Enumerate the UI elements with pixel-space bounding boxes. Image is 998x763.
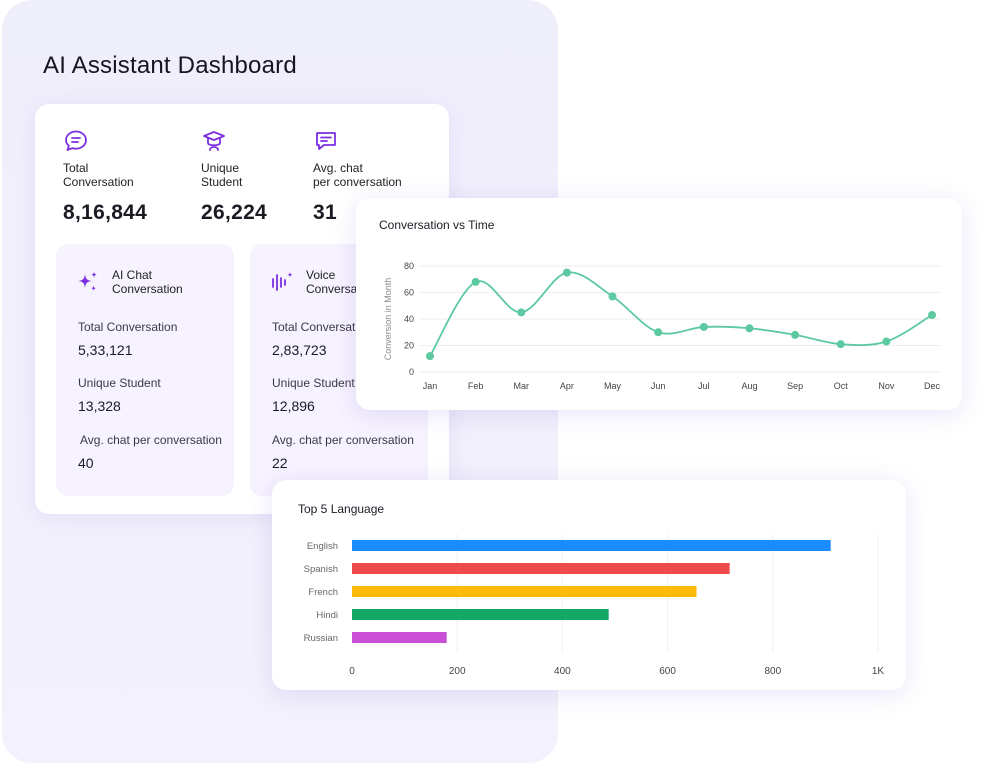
x-tick-label: 400 [554, 666, 571, 677]
y-tick-label: 80 [404, 261, 414, 271]
bar [352, 540, 831, 551]
category-label: French [308, 587, 338, 598]
data-point [608, 292, 617, 301]
bar [352, 632, 447, 643]
x-tick-label: Dec [924, 381, 941, 391]
data-point [745, 324, 754, 333]
x-tick-label: 800 [764, 666, 781, 677]
stat-value: 26,224 [201, 201, 268, 224]
x-tick-label: May [604, 381, 622, 391]
ai-avg-label: Avg. chat per conversation [80, 433, 222, 447]
x-tick-label: Jul [698, 381, 710, 391]
category-label: Spanish [304, 564, 338, 575]
stat-unique-student: Unique Student 26,224 [201, 128, 267, 225]
x-tick-label: Feb [468, 381, 484, 391]
stat-avg-chat: Avg. chat per conversation 31 [313, 128, 402, 225]
bar [352, 609, 609, 620]
data-point [426, 352, 434, 361]
x-tick-label: Jun [651, 381, 666, 391]
ai-avg-value: 40 [78, 455, 94, 471]
y-tick-label: 60 [404, 288, 414, 298]
category-label: English [307, 541, 338, 552]
chat-bubble-icon [65, 130, 87, 151]
bar [352, 586, 697, 597]
chart-title: Conversation vs Time [379, 218, 495, 232]
y-tick-label: 20 [404, 341, 414, 351]
y-tick-label: 0 [409, 367, 414, 377]
stat-label: Total Conversation [63, 161, 134, 189]
conversation-line-chart: 0 20 40 60 80 Conversion in Month Jan Feb Mar Apr… [383, 261, 941, 391]
chart-title: Top 5 Language [298, 502, 385, 516]
x-tick-label: Jan [423, 381, 438, 391]
x-tick-label: 1K [872, 666, 885, 677]
page-title: AI Assistant Dashboard [43, 52, 297, 79]
voice-unique-label: Unique Student [272, 376, 355, 390]
ai-chat-card: AI Chat Conversation Total Conversation … [56, 244, 234, 496]
voice-avg-value: 22 [272, 455, 288, 471]
category-label: Russian [304, 633, 338, 644]
stat-label: Unique Student [201, 161, 243, 189]
ai-total-value: 5,33,121 [78, 342, 133, 358]
stat-value: 31 [313, 201, 337, 224]
graduation-cap-icon [203, 131, 225, 151]
data-point [517, 308, 526, 317]
language-bar-chart: 0 200 400 600 800 1K English Spanish French Hindi… [304, 534, 885, 677]
x-tick-label: Apr [560, 381, 574, 391]
message-square-icon [316, 132, 336, 150]
data-point [882, 337, 891, 346]
sound-wave-icon [272, 272, 293, 291]
ai-chat-title: AI Chat Conversation [112, 268, 183, 296]
y-tick-label: 40 [404, 314, 414, 324]
x-tick-label: 200 [449, 666, 466, 677]
voice-unique-value: 12,896 [272, 398, 315, 414]
x-tick-label: Oct [834, 381, 849, 391]
bar [352, 563, 730, 574]
data-point [471, 277, 480, 286]
x-tick-label: Sep [787, 381, 803, 391]
stat-total-conversation: Total Conversation 8,16,844 [63, 128, 147, 225]
data-point [699, 322, 708, 331]
y-axis-label: Conversion in Month [383, 278, 393, 361]
data-point [836, 340, 845, 349]
data-point [654, 328, 663, 337]
data-point [928, 311, 936, 320]
data-point [791, 330, 800, 339]
conversation-time-card: Conversation vs Time 0 20 40 60 80 Conversion… [356, 198, 962, 410]
x-tick-label: 600 [659, 666, 676, 677]
series-line [429, 271, 933, 357]
sparkles-icon [78, 271, 97, 291]
x-tick-label: Nov [878, 381, 895, 391]
x-tick-label: Aug [741, 381, 757, 391]
voice-avg-label: Avg. chat per conversation [272, 433, 414, 447]
stat-label: Avg. chat per conversation [313, 161, 402, 189]
data-point [562, 268, 571, 277]
x-tick-label: Mar [514, 381, 530, 391]
ai-unique-label: Unique Student [78, 376, 161, 390]
voice-total-value: 2,83,723 [272, 342, 327, 358]
ai-total-label: Total Conversation [78, 320, 178, 334]
ai-unique-value: 13,328 [78, 398, 121, 414]
x-tick-label: 0 [349, 666, 355, 677]
voice-total-label: Total Conversation [272, 320, 372, 334]
top-language-card: Top 5 Language 0 200 400 600 800 1K English Spa… [272, 480, 906, 690]
category-label: Hindi [316, 610, 338, 621]
stat-value: 8,16,844 [63, 201, 148, 224]
